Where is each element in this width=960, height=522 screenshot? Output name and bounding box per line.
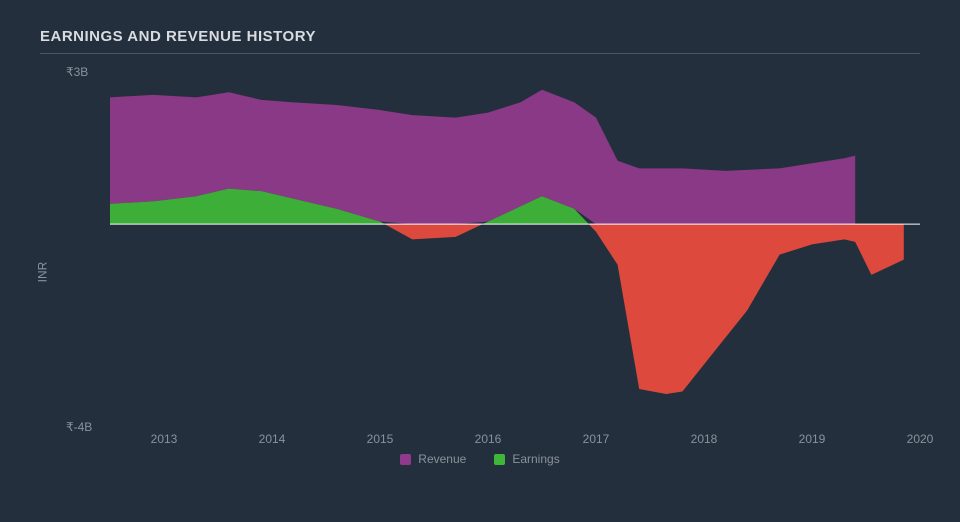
y-tick-label: ₹3B: [66, 65, 88, 79]
legend-label: Revenue: [418, 452, 466, 466]
y-axis-label: INR: [35, 262, 49, 283]
legend-item: Revenue: [400, 452, 466, 466]
plot-area: [110, 72, 920, 427]
x-tick-label: 2014: [259, 432, 286, 446]
x-tick-label: 2017: [583, 432, 610, 446]
legend: Revenue Earnings: [40, 452, 920, 466]
area-chart-svg: [110, 72, 920, 427]
legend-swatch: [494, 454, 505, 465]
x-tick-label: 2018: [691, 432, 718, 446]
title-underline: [40, 53, 920, 54]
x-tick-label: 2019: [799, 432, 826, 446]
chart-area: INR ₹3B₹-4B 2013201420152016201720182019…: [40, 72, 920, 472]
legend-item: Earnings: [494, 452, 559, 466]
earnings-negative-area: [589, 224, 904, 394]
legend-label: Earnings: [512, 452, 559, 466]
x-ticks: 20132014201520162017201820192020: [110, 432, 920, 452]
x-tick-label: 2020: [907, 432, 934, 446]
x-tick-label: 2016: [475, 432, 502, 446]
x-tick-label: 2013: [151, 432, 178, 446]
chart-container: EARNINGS AND REVENUE HISTORY INR ₹3B ₹-4B…: [0, 0, 960, 522]
earnings-negative-area: [385, 224, 483, 239]
legend-swatch: [400, 454, 411, 465]
x-tick-label: 2015: [367, 432, 394, 446]
y-tick-label: ₹-4B: [66, 420, 92, 434]
chart-title: EARNINGS AND REVENUE HISTORY: [40, 28, 920, 45]
